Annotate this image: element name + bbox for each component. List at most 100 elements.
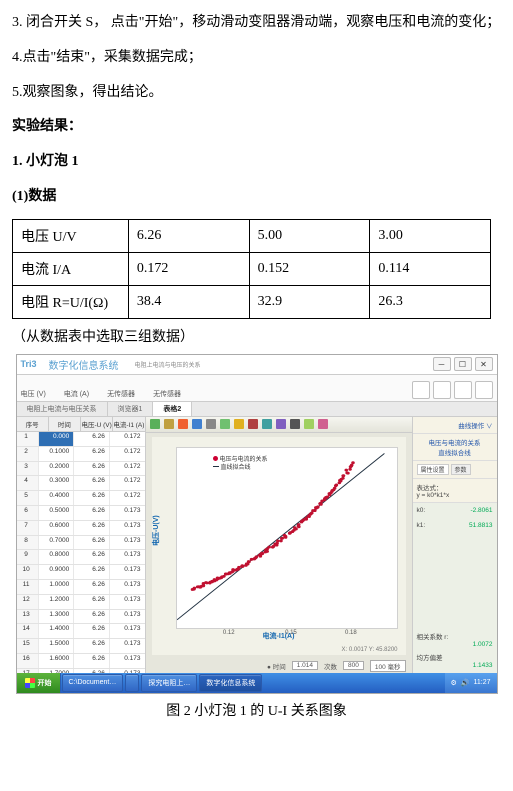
table-row[interactable]: 30.20006.260.172: [17, 462, 145, 477]
tab[interactable]: 浏览器1: [108, 402, 154, 416]
table-cell: 38.4: [128, 285, 249, 318]
curve-ops-link[interactable]: 曲线操作 ∨: [458, 423, 492, 430]
chart-area: 电压-U(V) 电压与电流的关系 直线拟合线 0.120.150.18 电流-I…: [152, 437, 406, 655]
table-cell: 6.26: [128, 219, 249, 252]
table-row[interactable]: 151.50006.260.173: [17, 639, 145, 654]
tool-icon[interactable]: [304, 419, 314, 429]
column-header[interactable]: 序号: [17, 417, 49, 431]
menu-item[interactable]: 电压 (V): [21, 389, 46, 399]
table-cell: 26.3: [370, 285, 491, 318]
table-cell: 5.00: [249, 219, 370, 252]
tool-icon[interactable]: [164, 419, 174, 429]
interval-value[interactable]: 100 毫秒: [370, 660, 406, 672]
table-cell: 0.114: [370, 252, 491, 285]
tool-icon[interactable]: [262, 419, 272, 429]
y-label: 电压-U(V): [151, 515, 161, 546]
table-cell: 3.00: [370, 219, 491, 252]
chart-panel: 电压-U(V) 电压与电流的关系 直线拟合线 0.120.150.18 电流-I…: [146, 417, 412, 673]
table-row[interactable]: 50.40006.260.172: [17, 491, 145, 506]
toolbar-icon[interactable]: [454, 381, 472, 399]
tool-icon[interactable]: [178, 419, 188, 429]
app-title: 数字化信息系统: [49, 357, 119, 372]
expr-label: 表达式：: [417, 482, 493, 492]
table-row[interactable]: 90.80006.260.173: [17, 550, 145, 565]
menu-item[interactable]: 无传感器: [153, 389, 181, 399]
bulb-heading: 1. 小灯泡 1: [12, 147, 501, 178]
table-row[interactable]: 80.70006.260.173: [17, 536, 145, 551]
column-header[interactable]: 时间: [49, 417, 81, 431]
windows-flag-icon: [25, 678, 35, 688]
table-row[interactable]: 131.30006.260.173: [17, 610, 145, 625]
tab-active[interactable]: 表格2: [153, 402, 192, 416]
table-row[interactable]: 141.40006.260.173: [17, 624, 145, 639]
table-row[interactable]: 20.10006.260.172: [17, 447, 145, 462]
table-cell: 0.152: [249, 252, 370, 285]
minimize-button[interactable]: ─: [433, 357, 451, 371]
taskbar-task[interactable]: 数字化信息系统: [199, 674, 262, 692]
menu-item[interactable]: 无传感器: [107, 389, 135, 399]
taskbar-task[interactable]: 探究电阻上…: [141, 674, 197, 692]
tool-icon[interactable]: [276, 419, 286, 429]
right-link[interactable]: 直线拟合线: [417, 447, 493, 457]
tool-icon[interactable]: [192, 419, 202, 429]
titlebar: Tri3 数字化信息系统 电阻上电流与电压的关系 ─ ☐ ✕: [17, 355, 497, 375]
tool-icon[interactable]: [318, 419, 328, 429]
taskbar-task[interactable]: C:\Document…: [62, 674, 124, 692]
right-tab[interactable]: 参数: [451, 464, 471, 475]
count-value[interactable]: 800: [343, 661, 364, 670]
table-cell: 电压 U/V: [13, 219, 129, 252]
tray-icon[interactable]: ⚙: [451, 679, 457, 687]
table-cell: 电流 I/A: [13, 252, 129, 285]
menu-item[interactable]: 电流 (A): [64, 389, 89, 399]
results-heading: 实验结果：: [12, 112, 501, 143]
system-tray[interactable]: ⚙ 🔊 11:27: [445, 673, 497, 693]
chart-footer: ● 时间 1.014 次数 800 100 毫秒: [146, 659, 412, 673]
step-4: 4.点击"结束"，采集数据完成；: [12, 43, 501, 74]
tool-icon[interactable]: [220, 419, 230, 429]
note: （从数据表中选取三组数据）: [12, 325, 501, 350]
tray-icon[interactable]: 🔊: [461, 679, 470, 687]
table-row[interactable]: 121.20006.260.173: [17, 595, 145, 610]
chart-plot[interactable]: 电压与电流的关系 直线拟合线: [176, 447, 398, 629]
chart-toolbar: [146, 417, 412, 433]
tool-icon[interactable]: [206, 419, 216, 429]
app-subtitle: 电阻上电流与电压的关系: [135, 360, 201, 369]
start-button[interactable]: 开始: [17, 673, 61, 693]
time-value[interactable]: 1.014: [292, 661, 318, 670]
table-row[interactable]: 100.90006.260.173: [17, 565, 145, 580]
app-logo: Tri3: [21, 358, 47, 370]
close-button[interactable]: ✕: [475, 357, 493, 371]
column-header[interactable]: 电压-U (V): [81, 417, 113, 431]
legend-line-icon: [213, 466, 219, 467]
toolbar-icon[interactable]: [412, 381, 430, 399]
toolbar-icon[interactable]: [433, 381, 451, 399]
tool-icon[interactable]: [234, 419, 244, 429]
expr-value: y = k0*k1*x: [417, 492, 493, 499]
legend-dot-icon: [213, 456, 218, 461]
right-tab[interactable]: 属性设置: [417, 464, 449, 475]
table-cell: 32.9: [249, 285, 370, 318]
figure-caption: 图 2 小灯泡 1 的 U-I 关系图象: [12, 698, 501, 726]
toolbar-icon[interactable]: [475, 381, 493, 399]
x-label: 电流-I1(A): [152, 631, 406, 641]
column-header[interactable]: 电流-I1 (A): [113, 417, 144, 431]
right-link[interactable]: 电压与电流的关系: [417, 437, 493, 447]
tab[interactable]: 电阻上电流与电压关系: [17, 402, 108, 416]
table-row[interactable]: 10.0006.260.172: [17, 432, 145, 447]
tool-icon[interactable]: [248, 419, 258, 429]
table-row[interactable]: 70.60006.260.173: [17, 521, 145, 536]
table-row[interactable]: 161.60006.260.173: [17, 654, 145, 669]
table-row[interactable]: 40.30006.260.172: [17, 476, 145, 491]
clock: 11:27: [474, 679, 491, 686]
tool-icon[interactable]: [290, 419, 300, 429]
taskbar-task[interactable]: [125, 674, 139, 692]
table-row[interactable]: 111.00006.260.173: [17, 580, 145, 595]
tool-icon[interactable]: [150, 419, 160, 429]
left-table-panel: 序号时间电压-U (V)电流-I1 (A) 10.0006.260.17220.…: [17, 417, 146, 673]
table-cell: 0.172: [128, 252, 249, 285]
maximize-button[interactable]: ☐: [454, 357, 472, 371]
windows-taskbar: 开始 C:\Document… 探究电阻上…数字化信息系统 ⚙ 🔊 11:27: [17, 673, 497, 693]
data-table: 电压 U/V6.265.003.00 电流 I/A0.1720.1520.114 电…: [12, 219, 491, 319]
table-row[interactable]: 60.50006.260.173: [17, 506, 145, 521]
table-cell: 电阻 R=U/I(Ω): [13, 285, 129, 318]
